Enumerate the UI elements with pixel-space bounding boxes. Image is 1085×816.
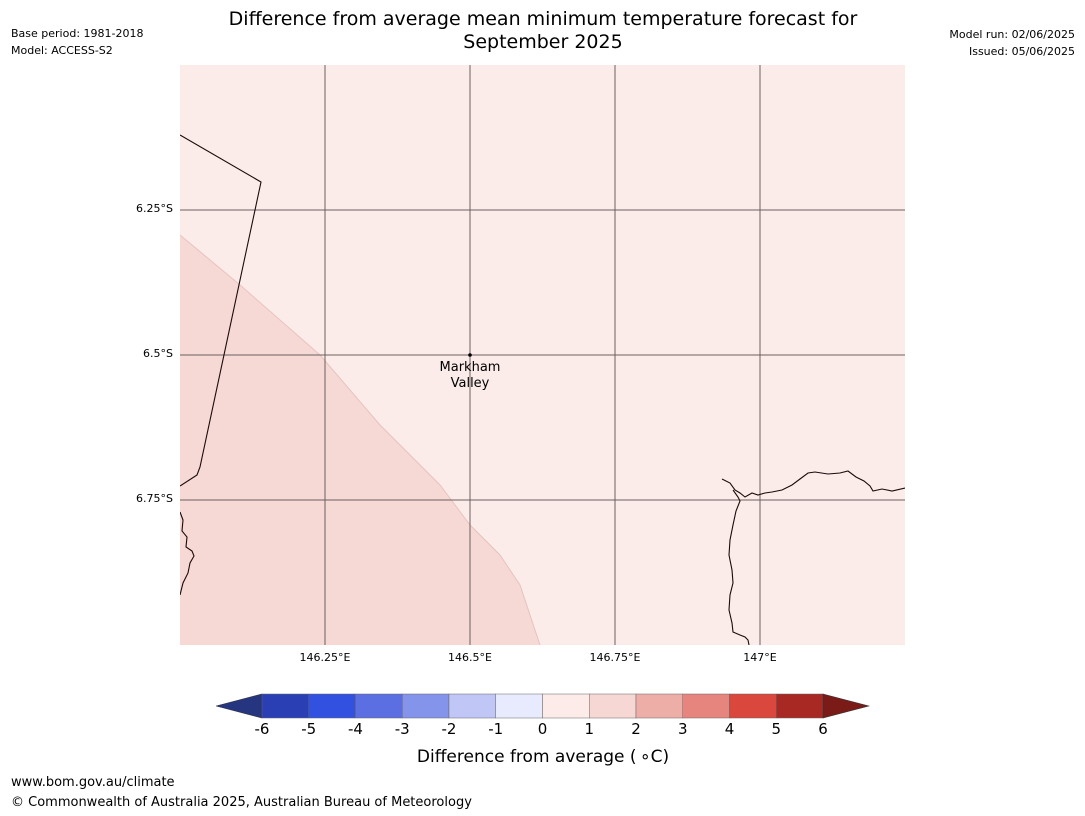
lat-label-6-5: 6.5°S [143,347,173,360]
colorbar-segment [682,693,730,719]
colorbar-tick-label: -6 [254,720,270,738]
anomaly-region-1-to-2 [180,235,540,645]
colorbar-segment [308,693,356,719]
colorbar-tick-label: 5 [771,720,782,738]
colorbar-tick-label: 3 [677,720,688,738]
footer-copyright: © Commonwealth of Australia 2025, Austra… [11,795,472,810]
model-run-text: Model run: 02/06/2025 [949,28,1075,41]
colorbar-tick-label: 2 [631,720,641,738]
lon-label-147: 147°E [743,651,777,664]
model-text: Model: ACCESS-S2 [11,44,113,57]
colorbar-label: Difference from average ( ∘C) [416,747,670,767]
colorbar-tick-label: -3 [394,720,410,738]
colorbar-extend-high [822,693,870,719]
colorbar [216,693,870,719]
boundary-west [180,134,262,487]
colorbar-tick-label: 4 [724,720,735,738]
lat-label-6-75: 6.75°S [136,492,173,505]
issued-text: Issued: 05/06/2025 [968,45,1075,58]
map-title: Difference from average mean minimum tem… [143,8,943,54]
colorbar-segment [542,693,590,719]
coast-southwest [180,511,195,596]
colorbar-segment [495,693,543,719]
base-period-text: Base period: 1981-2018 [11,27,144,40]
colorbar-extend-low [216,693,263,719]
colorbar-tick-label: -1 [488,720,504,738]
colorbar-tick-label: 0 [537,720,548,738]
place-label-line1: Markham [439,360,501,375]
markham-valley-marker [468,353,472,357]
lon-label-146-5: 146.5°E [448,651,492,664]
colorbar-segment [589,693,637,719]
colorbar-segment [402,693,450,719]
lon-label-146-25: 146.25°E [299,651,351,664]
colorbar-segment [729,693,777,719]
coast-east [721,470,905,498]
colorbar-segment [776,693,824,719]
colorbar-segment [355,693,403,719]
map-title-line1: Difference from average mean minimum tem… [228,8,858,30]
colorbar-tick-label: -2 [441,720,457,738]
lon-label-146-75: 146.75°E [589,651,641,664]
lat-label-6-25: 6.25°S [136,202,173,215]
place-label-line2: Valley [450,376,490,391]
footer-url: www.bom.gov.au/climate [11,775,175,790]
anomaly-contour [180,234,541,645]
forecast-map [180,65,905,645]
colorbar-segment [261,693,309,719]
coastlines [180,134,905,645]
place-label-markham-valley: Markham Valley [420,360,520,392]
colorbar-tick-label: -5 [301,720,317,738]
river-east [728,489,750,645]
colorbar-segment [448,693,496,719]
colorbar-tick-label: 1 [584,720,595,738]
colorbar-segments [216,693,870,719]
colorbar-segment [635,693,683,719]
colorbar-tick-label: 6 [818,720,828,738]
colorbar-tick-label: -4 [348,720,363,738]
graticule [180,65,905,645]
map-title-line2: September 2025 [463,31,623,53]
